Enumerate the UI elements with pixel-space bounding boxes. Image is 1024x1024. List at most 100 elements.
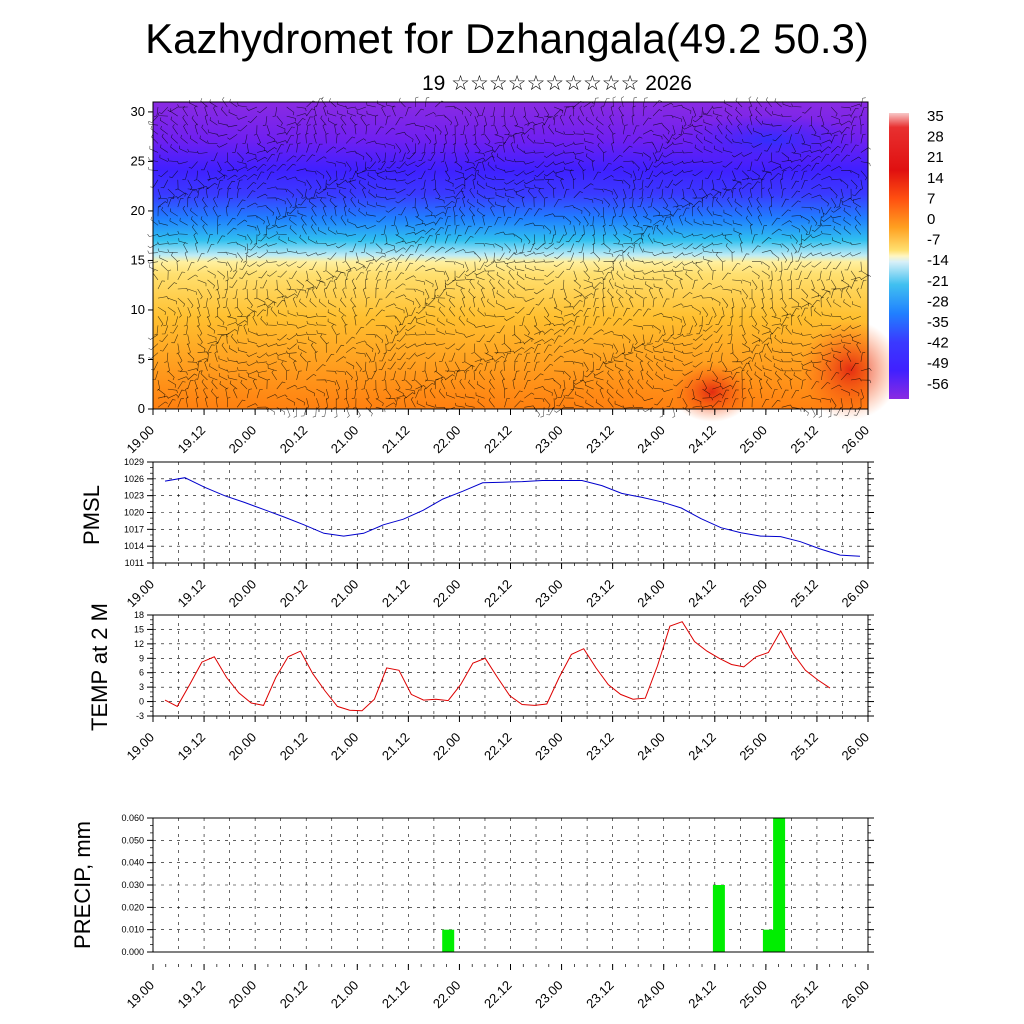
- precip-bar: [712, 885, 725, 952]
- colorbar-label: 21: [927, 149, 944, 166]
- precip-time-tick-label: 24.00: [634, 978, 668, 1012]
- heatmap-time-tick-label: 20.12: [277, 423, 311, 457]
- height-tick-label: 10: [131, 302, 145, 317]
- pmsl-time-tick-label: 20.00: [226, 577, 260, 611]
- pmsl-tick-label: 1029: [124, 457, 144, 467]
- precip-tick-label: 0.020: [121, 902, 144, 912]
- precipitation-bars: [442, 818, 786, 952]
- heatmap-time-tick-label: 24.12: [685, 423, 719, 457]
- colorbar-label: -42: [927, 335, 949, 352]
- precip-time-tick-label: 26.00: [839, 978, 873, 1012]
- temp-time-tick-label: 21.00: [328, 730, 362, 764]
- pmsl-time-tick-label: 25.00: [736, 577, 770, 611]
- colorbar-label: 14: [927, 170, 944, 187]
- temp-time-tick-label: 25.12: [787, 730, 821, 764]
- precip-time-tick-label: 23.12: [583, 978, 617, 1012]
- pmsl-chart: 1011 1014 1017 1020 1023 1026 1029 19.00 19.12 2…: [79, 457, 874, 610]
- temp-time-tick-label: 20.00: [226, 730, 260, 764]
- pmsl-time-axis: 19.00 19.12 20.00 20.12 21.00 21.12 22.00 22.12…: [124, 563, 872, 611]
- colorbar: 35 28 21 14 7 0 -7 -14 -21 -28 -35 -42 -49 -56: [889, 108, 949, 399]
- pmsl-time-tick-label: 25.12: [787, 577, 821, 611]
- temp-tick-label: 18: [134, 610, 144, 620]
- pmsl-time-tick-label: 19.12: [175, 577, 209, 611]
- colorbar-label: 28: [927, 129, 944, 146]
- temperature-chart: -3 0 3 6 9 12 15 18 19.00 19.12 20.00 20.12 21.00 21…: [87, 603, 874, 763]
- precip-time-tick-label: 21.12: [379, 978, 413, 1012]
- temp-tick-label: 15: [134, 624, 144, 634]
- precip-time-tick-label: 25.00: [736, 978, 770, 1012]
- temp-y-axis: -3 0 3 6 9 12 15 18: [134, 610, 874, 721]
- precip-time-tick-label: 19.12: [175, 978, 209, 1012]
- colorbar-label: -35: [927, 314, 949, 331]
- precip-ylabel: PRECIP, mm: [70, 821, 95, 949]
- pmsl-time-tick-label: 19.00: [124, 577, 158, 611]
- heatmap-time-tick-label: 25.12: [787, 423, 821, 457]
- pmsl-time-tick-label: 22.00: [430, 577, 464, 611]
- pmsl-time-tick-label: 23.12: [583, 577, 617, 611]
- precip-bar: [773, 818, 786, 952]
- heatmap-time-tick-label: 26.00: [839, 423, 873, 457]
- temp-tick-label: 6: [139, 668, 144, 678]
- temp-tick-label: 3: [139, 682, 144, 692]
- pmsl-time-tick-label: 20.12: [277, 577, 311, 611]
- pmsl-tick-label: 1011: [125, 558, 144, 568]
- pmsl-tick-label: 1026: [124, 474, 144, 484]
- height-tick-label: 25: [131, 153, 145, 168]
- temp-time-tick-label: 23.00: [532, 730, 566, 764]
- precip-tick-label: 0.060: [121, 813, 144, 823]
- chart-subtitle: 19 ☆☆☆☆☆☆☆☆☆☆ 2026: [421, 72, 692, 95]
- heatmap-time-tick-label: 19.12: [175, 423, 209, 457]
- precip-time-tick-label: 22.12: [481, 978, 515, 1012]
- temp-tick-label: 9: [139, 653, 144, 663]
- heatmap-time-tick-label: 24.00: [634, 423, 668, 457]
- height-tick-label: 30: [131, 104, 145, 119]
- colorbar-label: -14: [927, 252, 949, 269]
- pmsl-tick-label: 1020: [124, 508, 144, 518]
- precip-tick-label: 0.000: [121, 947, 144, 957]
- heatmap-time-tick-label: 23.12: [583, 423, 617, 457]
- temp-time-tick-label: 19.12: [175, 730, 209, 764]
- pmsl-tick-label: 1017: [124, 524, 144, 534]
- precip-time-tick-label: 22.00: [430, 978, 464, 1012]
- temperature-wind-cross-section: 0 5 10 15 20 25 30 19.00 19.12 20.00 20.12 21.00 21…: [124, 96, 900, 457]
- pmsl-time-tick-label: 22.12: [481, 577, 515, 611]
- colorbar-scale: [889, 113, 909, 399]
- colorbar-label: 7: [927, 190, 935, 207]
- heatmap-time-tick-label: 19.00: [124, 423, 158, 457]
- heatmap-time-axis: 19.00 19.12 20.00 20.12 21.00 21.12 22.00 22.12…: [124, 409, 873, 457]
- heatmap-time-tick-label: 22.12: [481, 423, 515, 457]
- wind-barbs: [147, 96, 872, 419]
- height-tick-label: 5: [138, 351, 145, 366]
- precipitation-chart: 0.000 0.010 0.020 0.030 0.040 0.050 0.060 19.0…: [70, 813, 874, 1011]
- temp-time-tick-label: 19.00: [124, 730, 158, 764]
- precip-y-axis: 0.000 0.010 0.020 0.030 0.040 0.050 0.060: [121, 813, 874, 957]
- precip-time-tick-label: 23.00: [532, 978, 566, 1012]
- temp-ylabel: TEMP at 2 M: [87, 603, 112, 731]
- height-axis: 0 5 10 15 20 25 30: [131, 104, 153, 416]
- precip-time-tick-label: 21.00: [328, 978, 362, 1012]
- pmsl-time-tick-label: 24.00: [634, 577, 668, 611]
- colorbar-label: -28: [927, 293, 949, 310]
- heatmap-time-tick-label: 21.12: [379, 423, 413, 457]
- precip-tick-label: 0.050: [121, 835, 144, 845]
- pmsl-time-tick-label: 21.00: [328, 577, 362, 611]
- temp-time-tick-label: 26.00: [839, 730, 873, 764]
- precip-tick-label: 0.030: [121, 880, 144, 890]
- colorbar-label: -56: [927, 376, 949, 393]
- temp-tick-label: 0: [139, 697, 144, 707]
- pmsl-time-tick-label: 21.12: [379, 577, 413, 611]
- height-tick-label: 0: [138, 401, 145, 416]
- pmsl-tick-label: 1014: [124, 541, 144, 551]
- temp-time-tick-label: 20.12: [277, 730, 311, 764]
- temp-time-tick-label: 24.12: [685, 730, 719, 764]
- temp-tick-label: -3: [136, 711, 144, 721]
- temp-time-tick-label: 22.00: [430, 730, 464, 764]
- temperature-series-line: [164, 621, 831, 712]
- precip-time-axis: 19.00 19.12 20.00 20.12 21.00 21.12 22.00 22.12…: [124, 964, 873, 1012]
- colorbar-label: -21: [927, 273, 949, 290]
- heatmap-time-tick-label: 25.00: [736, 423, 770, 457]
- precip-time-tick-label: 25.12: [787, 978, 821, 1012]
- pmsl-time-tick-label: 23.00: [532, 577, 566, 611]
- heatmap-time-tick-label: 21.00: [328, 423, 362, 457]
